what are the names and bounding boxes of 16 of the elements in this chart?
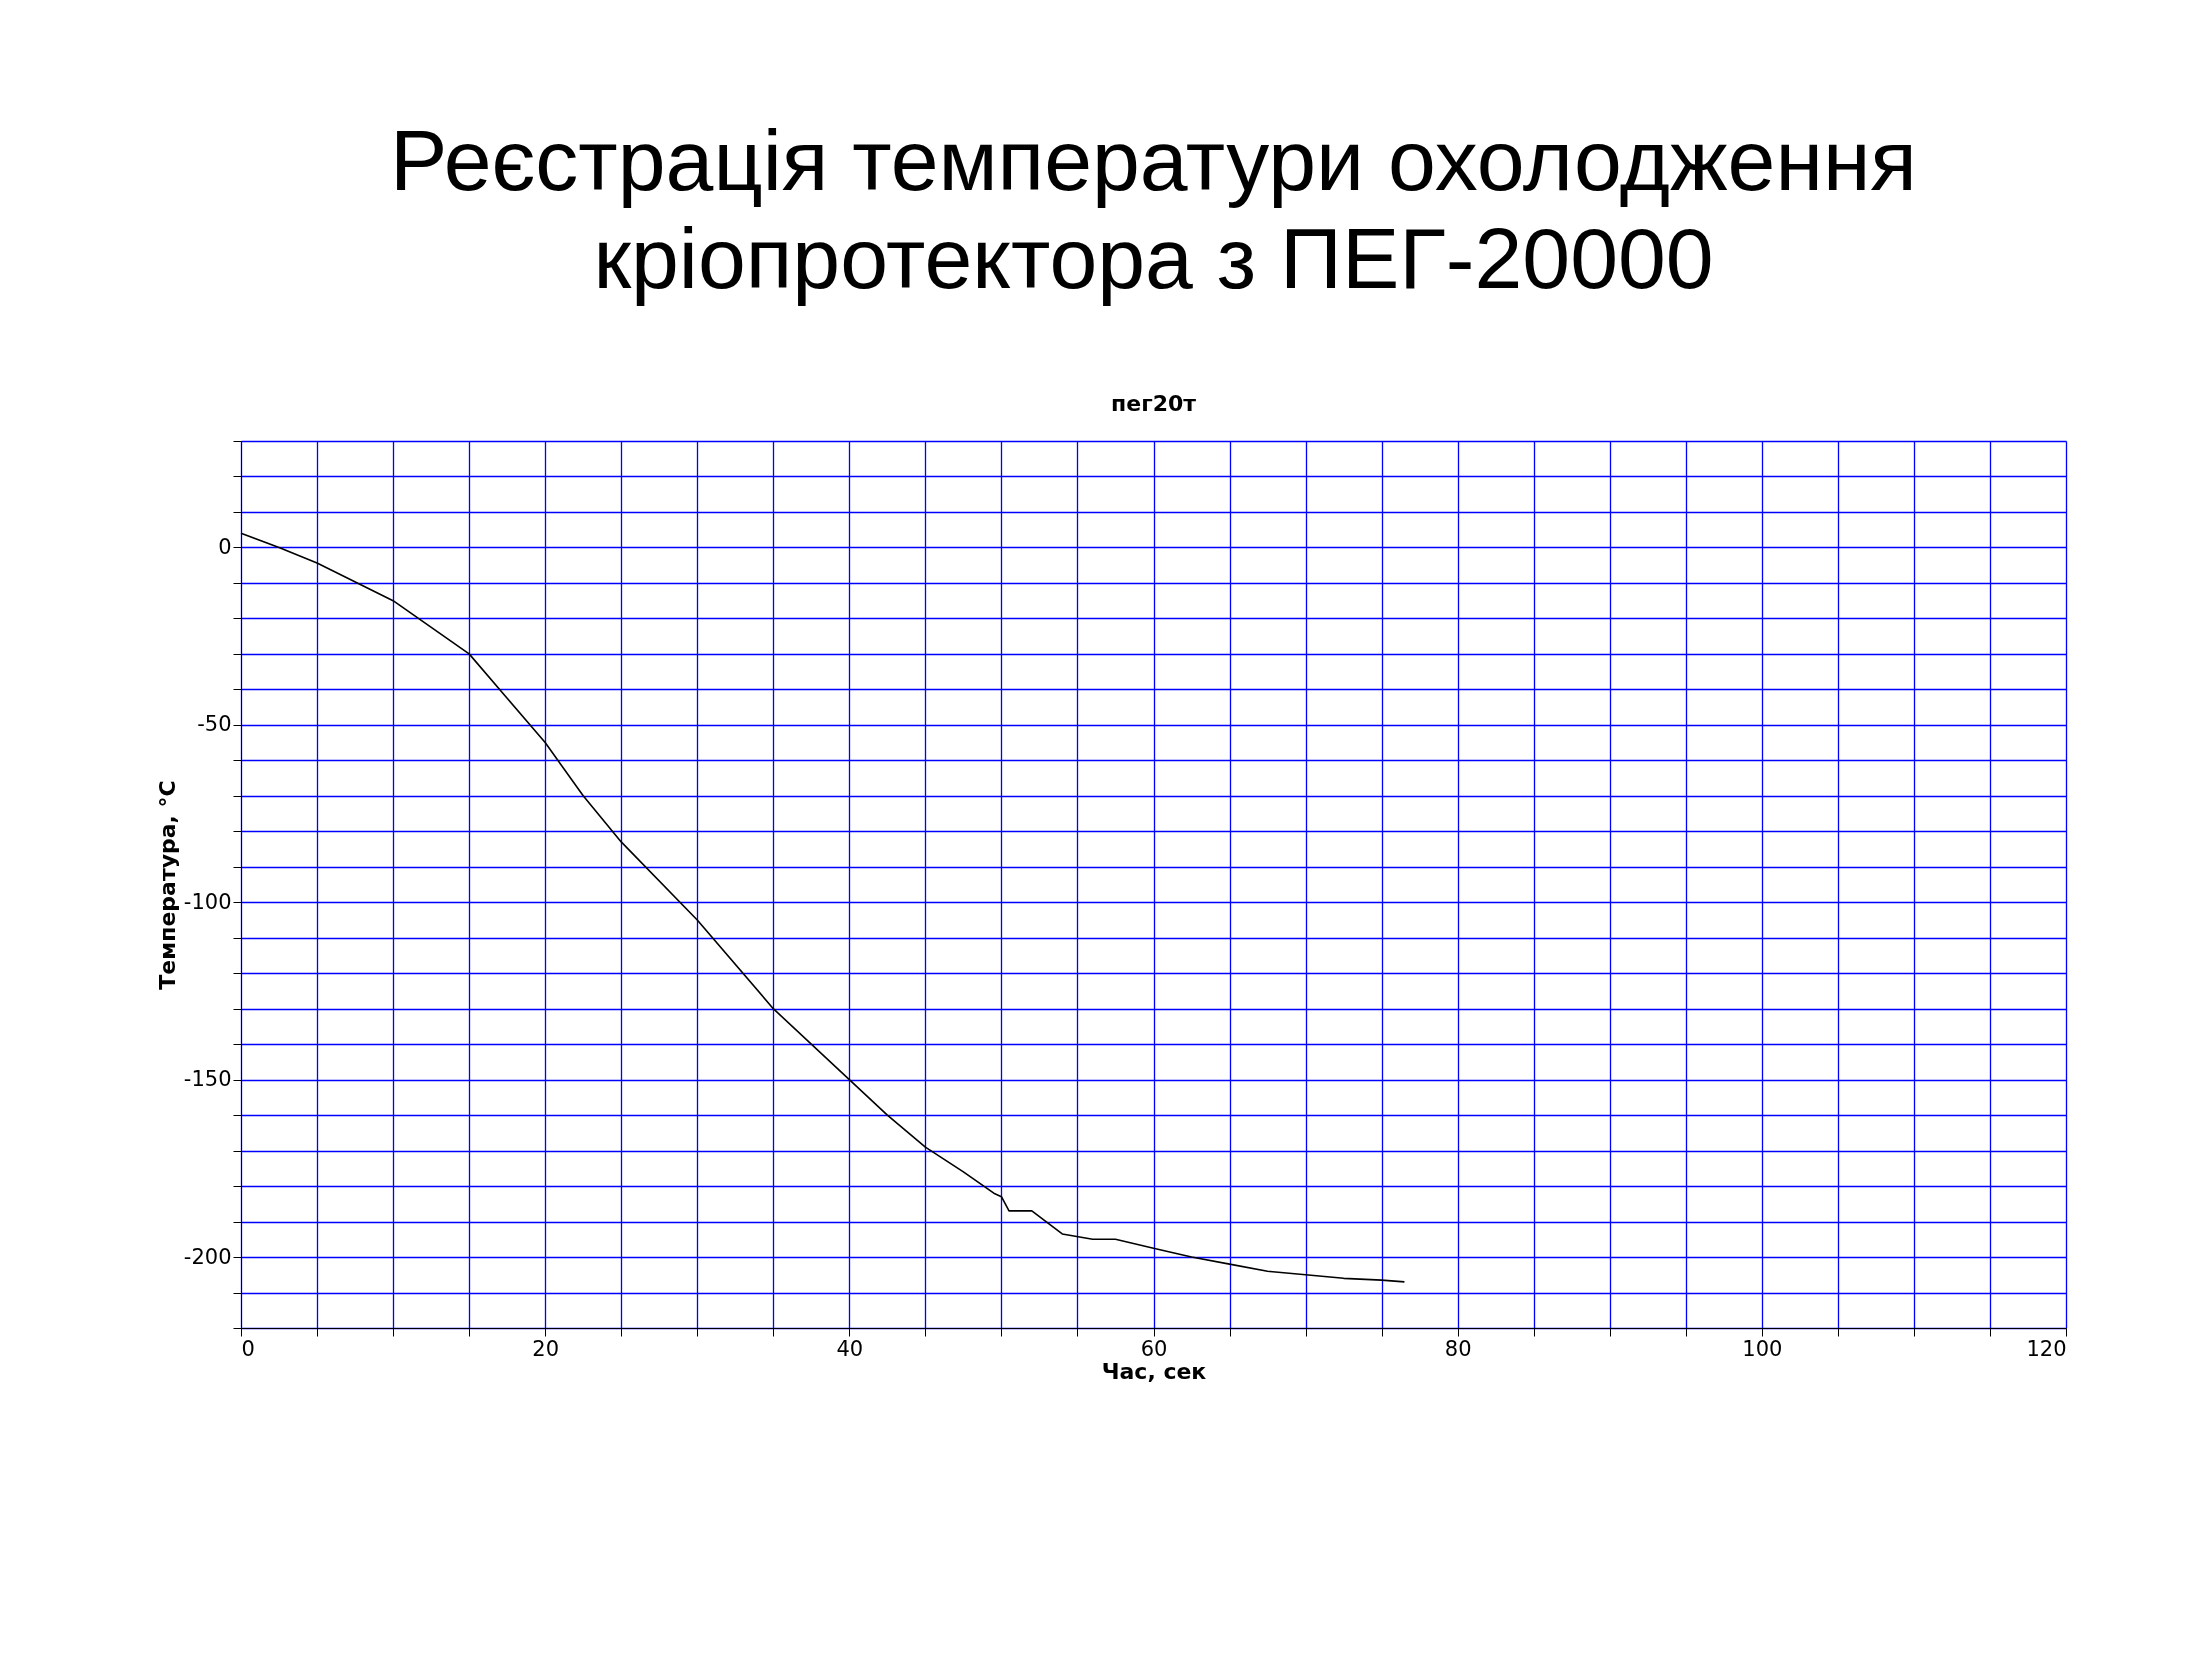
y-tick-label: -100	[183, 889, 232, 914]
y-tick-label: -200	[183, 1244, 232, 1269]
x-tick-label: 120	[2026, 1336, 2067, 1361]
y-tick-label: -150	[183, 1067, 232, 1092]
x-tick-label: 80	[1444, 1336, 1472, 1361]
x-tick-label: 60	[1140, 1336, 1168, 1361]
x-tick-label: 20	[532, 1336, 560, 1361]
x-tick-label: 100	[1742, 1336, 1783, 1361]
x-tick-label: 40	[836, 1336, 864, 1361]
chart-title: Реєстрація температури охолодження кріопротектора з ПЕГ-20000	[390, 112, 1917, 306]
chart-subtitle: пег20т	[1111, 391, 1197, 416]
y-tick-label: -50	[197, 712, 232, 737]
x-axis-title: Час, сек	[1101, 1358, 1207, 1384]
y-axis-title: Температура, °C	[154, 780, 180, 990]
y-tick-label: 0	[218, 534, 232, 559]
x-tick-label: 0	[241, 1336, 255, 1361]
